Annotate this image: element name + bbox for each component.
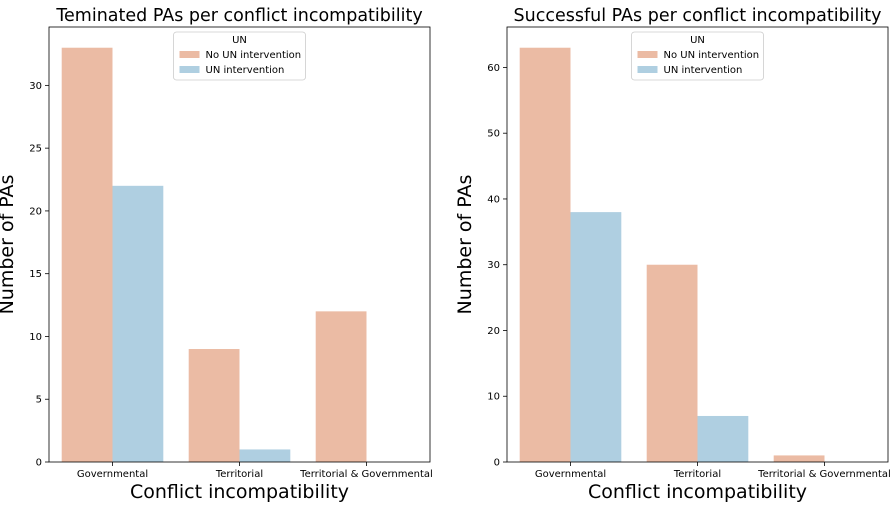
x-axis-label: Conflict incompatibility — [130, 481, 349, 503]
legend-label-un: UN intervention — [206, 65, 285, 76]
legend-box — [173, 31, 306, 81]
x-axis-label: Conflict incompatibility — [588, 481, 807, 503]
chart-panel-1: 0 5 10 15 20 25 30 Governmental Territorial Terri… — [0, 6, 433, 503]
y-tick-label: 50 — [487, 129, 500, 140]
legend-box — [631, 31, 764, 81]
x-tick-label: Governmental — [77, 469, 148, 480]
y-axis-label: Number of PAs — [454, 175, 476, 315]
bar-no-un-1 — [188, 349, 240, 462]
x-tick-label: Governmental — [535, 469, 606, 480]
bar-un-0 — [112, 185, 164, 463]
legend-label-no-un: No UN intervention — [664, 50, 760, 61]
bar-un-0 — [570, 212, 622, 462]
y-tick-label: 0 — [36, 458, 42, 469]
x-tick-label: Territorial — [215, 469, 263, 480]
y-tick-label: 30 — [29, 81, 42, 92]
chart-title: Teminated PAs per conflict incompatibili… — [55, 6, 422, 26]
y-tick-label: 20 — [487, 326, 500, 337]
bar-un-1 — [239, 449, 291, 462]
legend-label-no-un: No UN intervention — [206, 50, 302, 61]
y-tick-label: 10 — [487, 392, 500, 403]
legend: UN No UN intervention UN intervention — [173, 31, 306, 81]
legend-swatch-un — [637, 66, 658, 73]
x-tick-label: Territorial & Governmental — [299, 469, 433, 480]
legend-title: UN — [690, 35, 705, 46]
legend-swatch-no-un — [637, 51, 658, 58]
y-tick-label: 0 — [494, 458, 500, 469]
y-tick-label: 60 — [487, 63, 500, 74]
y-tick-label: 40 — [487, 194, 500, 205]
y-tick-label: 10 — [29, 332, 42, 343]
bar-no-un-2 — [315, 311, 367, 462]
y-tick-label: 15 — [29, 269, 42, 280]
y-tick-label: 20 — [29, 206, 42, 217]
chart-title: Successful PAs per conflict incompatibil… — [514, 6, 882, 26]
legend-swatch-no-un — [179, 51, 200, 58]
bar-no-un-2 — [773, 455, 825, 462]
legend-title: UN — [232, 35, 247, 46]
y-tick-label: 30 — [487, 260, 500, 271]
legend-label-un: UN intervention — [664, 65, 743, 76]
y-tick-label: 25 — [29, 144, 42, 155]
bar-no-un-0 — [61, 47, 113, 462]
chart-panel-2: 0 10 20 30 40 50 60 Governmental Territorial Terr… — [454, 6, 891, 503]
bar-no-un-1 — [646, 264, 698, 462]
y-tick-label: 5 — [36, 395, 42, 406]
legend: UN No UN intervention UN intervention — [631, 31, 764, 81]
x-tick-label: Territorial — [673, 469, 721, 480]
bar-un-1 — [697, 415, 749, 462]
x-tick-label: Territorial & Governmental — [757, 469, 891, 480]
y-axis-label: Number of PAs — [0, 175, 18, 315]
legend-swatch-un — [179, 66, 200, 73]
bar-no-un-0 — [519, 47, 571, 462]
